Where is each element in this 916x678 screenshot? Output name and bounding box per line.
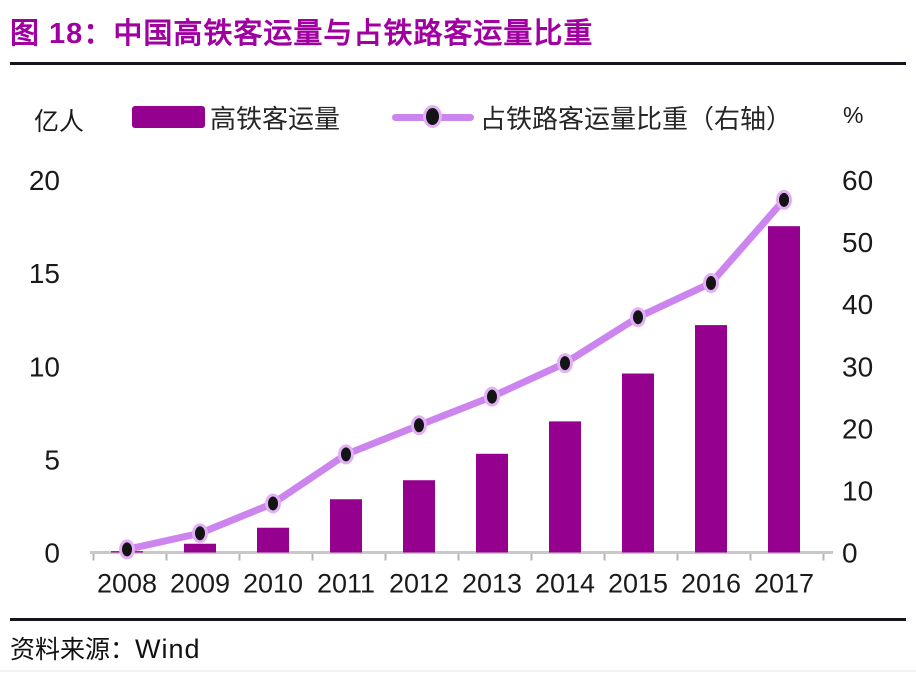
page-bottom-divider — [0, 670, 916, 672]
left-axis-tick-label: 20 — [29, 165, 60, 196]
right-axis-tick-label: 50 — [842, 227, 873, 258]
bar-2012 — [403, 480, 435, 553]
marker-2009 — [192, 523, 208, 544]
right-axis-unit-label: % — [843, 102, 864, 128]
right-axis-tick-label: 0 — [842, 538, 858, 569]
marker-2015 — [630, 307, 646, 328]
title-divider — [10, 62, 906, 65]
source-prefix: 资料来源： — [10, 637, 136, 664]
bar-2008 — [111, 551, 143, 553]
left-axis-tick-label: 0 — [44, 538, 60, 569]
x-axis-tick-label: 2009 — [170, 569, 230, 599]
left-axis-tick-label: 10 — [29, 351, 60, 382]
bar-2013 — [476, 453, 508, 553]
bar-2015 — [622, 373, 654, 553]
legend-line-marker-icon — [423, 105, 442, 128]
left-axis-unit-label: 亿人 — [34, 108, 85, 136]
x-axis-tick-label: 2008 — [97, 569, 157, 599]
legend-bar-swatch — [132, 106, 205, 128]
right-axis-tick-label: 40 — [842, 289, 873, 320]
right-axis-tick-label: 20 — [842, 413, 873, 444]
x-axis-tick-label: 2014 — [535, 569, 595, 599]
source-line: 资料来源：Wind — [10, 630, 201, 666]
marker-2014 — [557, 353, 573, 374]
marker-2013 — [484, 386, 500, 407]
bar-2009 — [184, 543, 216, 553]
right-axis-tick-label: 10 — [842, 475, 873, 506]
x-axis-tick-label: 2010 — [243, 569, 303, 599]
bar-2010 — [257, 527, 289, 553]
left-axis-tick-label: 15 — [29, 258, 60, 289]
share-line — [123, 196, 788, 553]
bar-2017 — [768, 226, 800, 553]
x-axis-tick-label: 2013 — [462, 569, 522, 599]
x-axis-tick-label: 2015 — [608, 569, 668, 599]
marker-2017 — [776, 189, 792, 210]
legend-bar-label: 高铁客运量 — [210, 104, 341, 134]
x-axis-tick-label: 2012 — [389, 569, 449, 599]
bar-2014 — [549, 421, 581, 553]
marker-2010 — [265, 493, 281, 514]
marker-2011 — [338, 444, 354, 465]
source-name: Wind — [135, 634, 201, 664]
bar-2011 — [330, 499, 362, 553]
x-axis-tick-label: 2011 — [317, 569, 375, 599]
marker-2012 — [411, 415, 427, 436]
marker-2008 — [119, 539, 135, 560]
marker-2016 — [703, 273, 719, 294]
figure-title: 图 18：中国高铁客运量与占铁路客运量比重 — [10, 18, 594, 50]
right-axis-tick-label: 30 — [842, 351, 873, 382]
bar-2016 — [695, 325, 727, 553]
x-axis-tick-label: 2017 — [754, 569, 814, 599]
source-divider — [10, 618, 906, 621]
right-axis-tick-label: 60 — [842, 165, 873, 196]
legend-line-label: 占铁路客运量比重（右轴） — [480, 104, 793, 134]
x-axis-tick-label: 2016 — [681, 569, 741, 599]
left-axis-tick-label: 5 — [44, 444, 60, 475]
